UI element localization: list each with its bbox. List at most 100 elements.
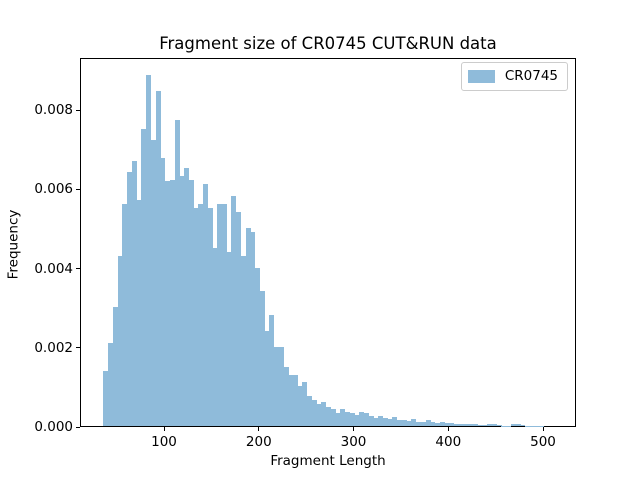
histogram-bar bbox=[435, 422, 441, 426]
histogram-bars bbox=[81, 59, 575, 426]
histogram-bar bbox=[250, 231, 256, 426]
x-tick-label: 500 bbox=[530, 434, 556, 450]
histogram-bar bbox=[302, 382, 308, 426]
histogram-bar bbox=[382, 418, 388, 426]
histogram-bar bbox=[297, 386, 303, 426]
histogram-bar bbox=[255, 267, 261, 426]
x-tick-mark bbox=[542, 427, 544, 431]
y-tick-mark bbox=[76, 268, 80, 269]
histogram-bar bbox=[108, 342, 114, 426]
histogram-bar bbox=[278, 346, 284, 426]
histogram-bar bbox=[231, 196, 237, 426]
histogram-bar bbox=[487, 424, 493, 426]
histogram-bar bbox=[326, 406, 332, 426]
histogram-bar bbox=[283, 366, 289, 426]
histogram-bar bbox=[292, 374, 298, 426]
histogram-bar bbox=[240, 255, 246, 426]
histogram-bar bbox=[468, 424, 474, 426]
x-tick-mark bbox=[163, 427, 165, 431]
histogram-bar bbox=[345, 412, 351, 426]
histogram-bar bbox=[198, 204, 204, 426]
x-tick-mark bbox=[258, 427, 260, 431]
histogram-bar bbox=[364, 413, 370, 426]
histogram-bar bbox=[141, 128, 147, 426]
y-tick-mark bbox=[76, 188, 80, 190]
histogram-bar bbox=[103, 370, 109, 426]
histogram-bar bbox=[401, 419, 407, 426]
histogram-bar bbox=[307, 396, 313, 426]
histogram-bar bbox=[449, 422, 455, 426]
legend-label: CR0745 bbox=[504, 68, 558, 84]
histogram-bar bbox=[472, 424, 478, 426]
histogram-bar bbox=[392, 416, 398, 426]
histogram-bar bbox=[136, 200, 142, 426]
histogram-bar bbox=[131, 160, 137, 426]
histogram-bar bbox=[349, 412, 355, 426]
histogram-bar bbox=[174, 119, 180, 426]
chart-title: Fragment size of CR0745 CUT&RUN data bbox=[159, 34, 497, 53]
histogram-bar bbox=[510, 424, 516, 426]
y-tick-label: 0.002 bbox=[34, 339, 73, 356]
histogram-bar bbox=[245, 227, 251, 426]
histogram-bar bbox=[117, 255, 123, 426]
legend: CR0745 bbox=[460, 62, 568, 91]
histogram-bar bbox=[202, 184, 208, 426]
histogram-bar bbox=[179, 176, 185, 426]
histogram-bar bbox=[425, 420, 431, 426]
histogram-bar bbox=[122, 204, 128, 426]
histogram-bar bbox=[321, 402, 327, 426]
histogram-bar bbox=[463, 424, 469, 426]
histogram-bar bbox=[454, 423, 460, 426]
histogram-bar bbox=[491, 424, 497, 426]
histogram-bar bbox=[368, 416, 374, 426]
histogram-bar bbox=[335, 412, 341, 426]
y-tick-mark bbox=[76, 109, 80, 111]
histogram-bar bbox=[416, 421, 422, 426]
histogram-bar bbox=[411, 418, 417, 426]
histogram-bar bbox=[160, 157, 166, 426]
histogram-bar bbox=[264, 330, 270, 426]
histogram-bar bbox=[274, 346, 280, 426]
histogram-bar bbox=[515, 424, 521, 426]
histogram-bar bbox=[169, 180, 175, 426]
x-tick-label: 200 bbox=[245, 434, 272, 450]
x-tick-label: 300 bbox=[340, 434, 367, 450]
histogram-bar bbox=[430, 422, 436, 426]
histogram-bar bbox=[183, 168, 190, 426]
y-tick-mark bbox=[76, 426, 80, 428]
histogram-bar bbox=[406, 420, 412, 426]
histogram-bar bbox=[397, 419, 403, 426]
histogram-bar bbox=[188, 180, 194, 426]
histogram-bar bbox=[150, 139, 156, 426]
histogram-bar bbox=[354, 414, 360, 426]
histogram-bar bbox=[378, 416, 384, 426]
histogram-bar bbox=[420, 421, 426, 426]
histogram-bar bbox=[269, 315, 275, 426]
histogram-bar bbox=[311, 400, 317, 426]
histogram-bar bbox=[387, 419, 393, 426]
histogram-bar bbox=[496, 425, 502, 426]
histogram-bar bbox=[373, 417, 379, 426]
histogram-bar bbox=[458, 423, 464, 426]
y-axis-label: Frequency bbox=[5, 209, 22, 280]
histogram-bar bbox=[288, 374, 294, 426]
histogram-bar bbox=[236, 212, 242, 426]
y-tick-label: 0.000 bbox=[34, 419, 73, 435]
histogram-bar bbox=[155, 91, 161, 426]
y-tick-mark bbox=[76, 347, 80, 349]
histogram-bar bbox=[221, 204, 227, 426]
histogram-bar bbox=[477, 424, 483, 426]
histogram-bar bbox=[340, 409, 346, 426]
histogram-bar bbox=[482, 425, 488, 426]
y-tick-label: 0.008 bbox=[34, 102, 73, 119]
histogram-bar bbox=[444, 423, 450, 426]
histogram-bar bbox=[226, 251, 232, 426]
y-tick-label: 0.006 bbox=[34, 181, 73, 198]
y-tick-label: 0.004 bbox=[34, 260, 73, 277]
histogram-bar bbox=[193, 208, 199, 426]
x-tick-label: 400 bbox=[435, 434, 462, 450]
histogram-bar bbox=[259, 291, 265, 426]
histogram-bar bbox=[359, 411, 365, 426]
x-tick-mark bbox=[353, 427, 354, 431]
